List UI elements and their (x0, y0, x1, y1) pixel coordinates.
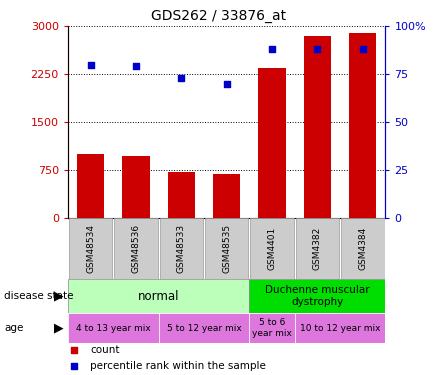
Text: GSM4384: GSM4384 (358, 227, 367, 270)
Bar (349, 33, 376, 218)
Bar (296, 218, 339, 279)
Bar (295, 313, 385, 343)
Point (359, 46, 366, 52)
Bar (159, 218, 203, 279)
Bar (77, 154, 104, 218)
Text: normal: normal (138, 290, 180, 303)
Text: GSM4382: GSM4382 (313, 227, 322, 270)
Bar (213, 174, 240, 217)
Bar (304, 36, 331, 218)
Text: GDS262 / 33876_at: GDS262 / 33876_at (152, 9, 286, 23)
Bar (69, 218, 112, 279)
Text: GSM48534: GSM48534 (86, 224, 95, 273)
Text: GSM48533: GSM48533 (177, 224, 186, 273)
Text: 4 to 13 year mix: 4 to 13 year mix (76, 324, 151, 333)
Bar (250, 218, 294, 279)
Bar (341, 218, 385, 279)
Text: count: count (90, 345, 120, 355)
Text: ▶: ▶ (54, 322, 64, 334)
Text: age: age (4, 323, 24, 333)
Bar (249, 279, 385, 313)
Bar (114, 218, 158, 279)
Bar (168, 172, 195, 217)
Text: GSM48535: GSM48535 (222, 224, 231, 273)
Point (314, 46, 321, 52)
Point (281, 303, 288, 309)
Point (268, 46, 276, 52)
Bar (68, 313, 159, 343)
Bar (205, 218, 248, 279)
Point (87, 62, 94, 68)
Bar (249, 313, 295, 343)
Bar (68, 279, 249, 313)
Point (132, 63, 139, 69)
Text: 5 to 6
year mix: 5 to 6 year mix (252, 318, 292, 338)
Point (223, 81, 230, 87)
Text: Duchenne muscular
dystrophy: Duchenne muscular dystrophy (265, 285, 370, 308)
Text: percentile rank within the sample: percentile rank within the sample (90, 361, 266, 370)
Point (281, 162, 288, 168)
Text: 5 to 12 year mix: 5 to 12 year mix (166, 324, 241, 333)
Bar (258, 68, 286, 218)
Bar (159, 313, 249, 343)
Point (178, 75, 185, 81)
Text: ▶: ▶ (54, 290, 64, 303)
Text: GSM4401: GSM4401 (268, 227, 276, 270)
Bar (122, 156, 149, 218)
Text: GSM48536: GSM48536 (131, 224, 141, 273)
Text: 10 to 12 year mix: 10 to 12 year mix (300, 324, 380, 333)
Text: disease state: disease state (4, 291, 74, 301)
